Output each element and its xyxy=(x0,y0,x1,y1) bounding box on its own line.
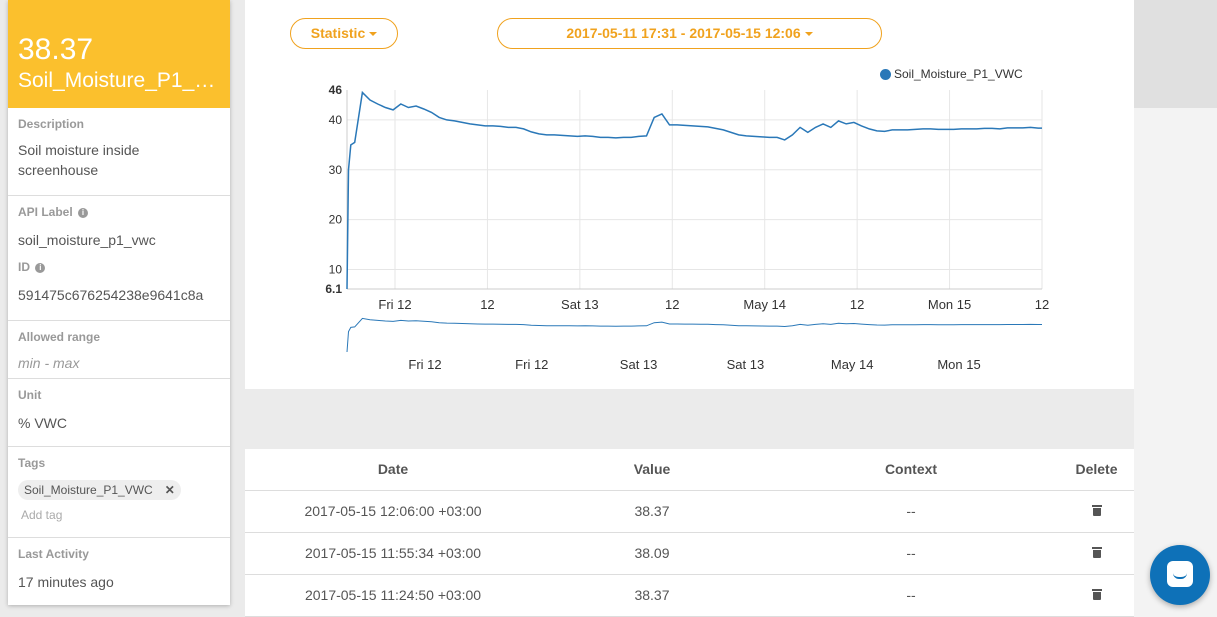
id-value: 591475c676254238e9641c8a xyxy=(18,287,204,303)
x-tick-label: Sat 13 xyxy=(561,297,599,312)
line-chart[interactable]: 46 40 30 20 10 6.1 Fri 12 12 Sat 13 12 May 14 12 Mo… xyxy=(245,0,1134,389)
remove-tag-icon[interactable]: ✕ xyxy=(164,483,175,497)
y-tick-label: 20 xyxy=(329,213,343,227)
api-label-label: API Label xyxy=(18,205,73,219)
date-range-label: 2017-05-11 17:31 - 2017-05-15 12:06 xyxy=(566,25,801,41)
delete-column-header: Delete xyxy=(1059,449,1134,491)
navigator-axis: Fri 12 Fri 12 Sat 13 Sat 13 May 14 Mon 15 xyxy=(408,357,980,372)
legend-dot-icon xyxy=(880,68,891,80)
row-value: 38.37 xyxy=(541,490,763,533)
page-background xyxy=(1134,108,1217,617)
values-table: Date Value Context Delete 2017-05-15 12:… xyxy=(245,449,1134,617)
table-row: 2017-05-15 11:24:50 +03:00 38.37 -- xyxy=(245,574,1134,617)
context-column-header: Context xyxy=(763,449,1059,491)
values-table-card: Date Value Context Delete 2017-05-15 12:… xyxy=(245,449,1134,617)
chevron-down-icon xyxy=(369,32,378,36)
description-label: Description xyxy=(18,117,85,131)
navigator-line[interactable] xyxy=(346,317,1042,353)
navigator-tick-label: Mon 15 xyxy=(937,357,980,372)
statistic-dropdown[interactable]: Statistic xyxy=(290,18,398,49)
chart-grid xyxy=(346,90,1043,290)
x-tick-label: 12 xyxy=(1035,297,1049,312)
add-tag-input[interactable]: Add tag xyxy=(21,508,63,522)
y-tick-label: 46 xyxy=(329,83,343,97)
navigator-tick-label: Sat 13 xyxy=(727,357,765,372)
navigator-tick-label: Sat 13 xyxy=(620,357,658,372)
api-label-section: API Label i soil_moisture_p1_vwc ID i 59… xyxy=(8,196,230,321)
y-axis: 46 40 30 20 10 6.1 xyxy=(325,83,342,296)
row-date: 2017-05-15 11:55:34 +03:00 xyxy=(245,532,541,575)
trash-icon[interactable] xyxy=(1091,547,1102,558)
allowed-range-value[interactable]: min - max xyxy=(18,355,80,371)
table-header-row: Date Value Context Delete xyxy=(245,449,1134,491)
chevron-down-icon xyxy=(804,32,813,36)
table-row: 2017-05-15 11:55:34 +03:00 38.09 -- xyxy=(245,532,1134,575)
info-icon[interactable]: i xyxy=(78,208,89,218)
last-activity-section: Last Activity 17 minutes ago xyxy=(8,538,230,600)
current-value: 38.37 xyxy=(18,33,94,66)
unit-section: Unit % VWC xyxy=(8,379,230,447)
y-tick-label: 10 xyxy=(329,263,343,277)
info-icon[interactable]: i xyxy=(35,263,46,273)
tag-chip-label: Soil_Moisture_P1_VWC xyxy=(24,483,153,497)
top-band xyxy=(1134,0,1217,108)
navigator-tick-label: Fri 12 xyxy=(408,357,441,372)
y-tick-label: 30 xyxy=(329,163,343,177)
row-context[interactable]: -- xyxy=(763,490,1059,533)
x-axis: Fri 12 12 Sat 13 12 May 14 12 Mon 15 12 xyxy=(378,297,1049,312)
row-context[interactable]: -- xyxy=(763,532,1059,575)
value-column-header[interactable]: Value xyxy=(541,449,763,491)
description-value[interactable]: Soil moisture inside screenhouse xyxy=(18,142,140,178)
x-tick-label: 12 xyxy=(480,297,494,312)
chart-legend[interactable]: Soil_Moisture_P1_VWC xyxy=(880,67,1023,81)
trash-icon[interactable] xyxy=(1091,589,1102,600)
date-column-header[interactable]: Date xyxy=(245,449,541,491)
table-row: 2017-05-15 12:06:00 +03:00 38.37 -- xyxy=(245,490,1134,533)
statistic-label: Statistic xyxy=(310,25,366,41)
last-activity-label: Last Activity xyxy=(18,547,89,561)
chat-launcher-button[interactable] xyxy=(1150,545,1210,605)
tags-label: Tags xyxy=(18,456,46,470)
row-date: 2017-05-15 11:24:50 +03:00 xyxy=(245,574,541,617)
tags-section: Tags Soil_Moisture_P1_VWC ✕ Add tag xyxy=(8,447,230,538)
row-value: 38.09 xyxy=(541,532,763,575)
description-section: Description Soil moisture inside screenh… xyxy=(8,108,230,196)
chart-card: Statistic 2017-05-11 17:31 - 2017-05-15 … xyxy=(245,0,1134,389)
navigator-tick-label: May 14 xyxy=(831,357,874,372)
last-activity-value: 17 minutes ago xyxy=(18,574,114,590)
api-label-value[interactable]: soil_moisture_p1_vwc xyxy=(18,232,156,248)
variable-name[interactable]: Soil_Moisture_P1_V... xyxy=(18,69,220,92)
legend-label: Soil_Moisture_P1_VWC xyxy=(894,67,1023,81)
x-tick-label: Fri 12 xyxy=(378,297,411,312)
trash-icon[interactable] xyxy=(1091,505,1102,516)
tag-chip: Soil_Moisture_P1_VWC ✕ xyxy=(18,480,181,500)
row-date: 2017-05-15 12:06:00 +03:00 xyxy=(245,490,541,533)
x-tick-label: Mon 15 xyxy=(928,297,971,312)
allowed-range-label: Allowed range xyxy=(18,330,101,344)
y-tick-label: 6.1 xyxy=(325,282,342,296)
unit-label: Unit xyxy=(18,388,42,402)
navigator-tick-label: Fri 12 xyxy=(515,357,548,372)
x-tick-label: May 14 xyxy=(743,297,786,312)
y-tick-label: 40 xyxy=(329,113,343,127)
variable-header: 38.37 Soil_Moisture_P1_V... xyxy=(8,0,230,108)
date-range-picker[interactable]: 2017-05-11 17:31 - 2017-05-15 12:06 xyxy=(497,18,882,49)
x-tick-label: 12 xyxy=(665,297,679,312)
row-context[interactable]: -- xyxy=(763,574,1059,617)
variable-details-panel: 38.37 Soil_Moisture_P1_V... Description … xyxy=(8,0,230,605)
allowed-range-section: Allowed range min - max xyxy=(8,321,230,379)
x-tick-label: 12 xyxy=(850,297,864,312)
row-value: 38.37 xyxy=(541,574,763,617)
unit-value[interactable]: % VWC xyxy=(18,415,67,431)
id-label: ID xyxy=(18,260,30,274)
series-line xyxy=(346,90,1042,290)
